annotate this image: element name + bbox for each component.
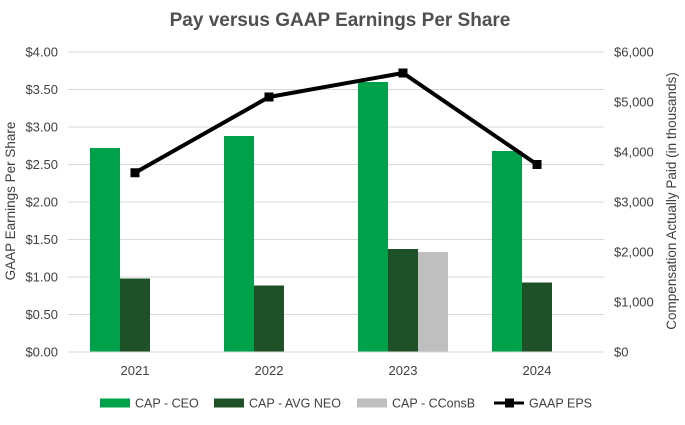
eps-marker: [130, 168, 140, 178]
legend-swatch: [357, 398, 387, 408]
y-left-tick-label: $2.00: [25, 195, 58, 210]
y-left-tick-label: $0.50: [25, 307, 58, 322]
eps-marker: [532, 160, 542, 169]
y-right-tick-label: $0: [614, 345, 628, 360]
bar: [254, 285, 284, 352]
x-tick-label: 2023: [389, 363, 418, 378]
legend-label: GAAP EPS: [529, 397, 592, 411]
y-left-tick-label: $3.00: [25, 120, 58, 135]
bar: [224, 136, 254, 352]
bars: [90, 82, 552, 352]
legend-label: CAP - CEO: [135, 397, 199, 411]
y-left-tick-label: $0.00: [25, 345, 58, 360]
legend-swatch: [214, 398, 244, 408]
x-tick-label: 2024: [523, 363, 552, 378]
bar: [120, 278, 150, 352]
y-left-tick-label: $4.00: [25, 45, 58, 60]
y-left-tick-label: $2.50: [25, 157, 58, 172]
x-tick-label: 2021: [121, 363, 150, 378]
legend-label: CAP - CConsB: [392, 397, 475, 411]
y-right-tick-label: $2,000: [614, 245, 654, 260]
y-right-tick-label: $4,000: [614, 145, 654, 160]
y-right-tick-label: $3,000: [614, 195, 654, 210]
y-axis-right-label: Compensation Actually Paid (in thousands…: [664, 72, 679, 329]
y-left-tick-label: $1.50: [25, 232, 58, 247]
bar: [388, 249, 418, 352]
gridlines: [68, 51, 604, 315]
y-axis-left-label: GAAP Earnings Per Share: [3, 122, 18, 281]
eps-line-layer: [130, 68, 542, 178]
eps-marker: [398, 68, 408, 78]
eps-marker: [264, 92, 274, 102]
legend: CAP - CEO CAP - AVG NEO CAP - CConsB GAAP E…: [100, 397, 592, 411]
chart-title: Pay versus GAAP Earnings Per Share: [170, 10, 511, 31]
bar: [522, 282, 552, 352]
y-right-tick-label: $6,000: [614, 45, 654, 60]
y-right-tick-label: $5,000: [614, 95, 654, 110]
axes: $0.00 $0.50 $1.00 $1.50 $2.00 $2.50 $3.00 $3.50…: [25, 45, 653, 379]
bar: [492, 151, 522, 352]
y-right-tick-label: $1,000: [614, 295, 654, 310]
y-left-tick-label: $1.00: [25, 270, 58, 285]
legend-swatch: [100, 398, 130, 408]
bar: [90, 148, 120, 352]
legend-label: CAP - AVG NEO: [249, 397, 341, 411]
legend-marker-swatch: [505, 398, 514, 408]
bar: [418, 252, 448, 352]
eps-line: [134, 71, 539, 175]
bar: [358, 82, 388, 352]
y-left-tick-label: $3.50: [25, 82, 58, 97]
x-tick-label: 2022: [255, 363, 284, 378]
